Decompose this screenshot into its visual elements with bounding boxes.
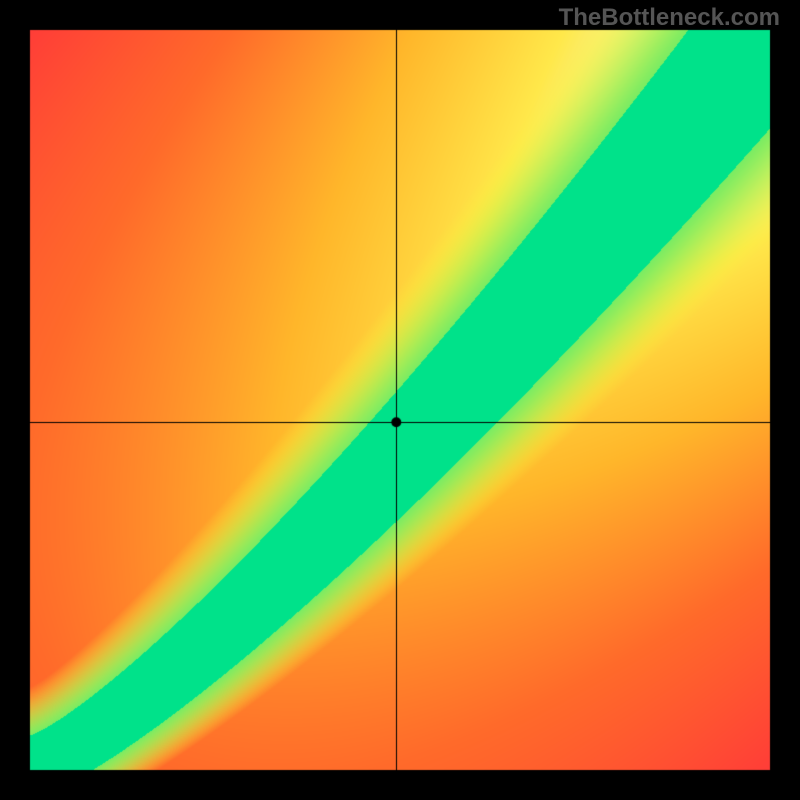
watermark-text: TheBottleneck.com bbox=[559, 4, 780, 32]
chart-container: TheBottleneck.com bbox=[0, 0, 800, 800]
bottleneck-heatmap bbox=[0, 0, 800, 800]
